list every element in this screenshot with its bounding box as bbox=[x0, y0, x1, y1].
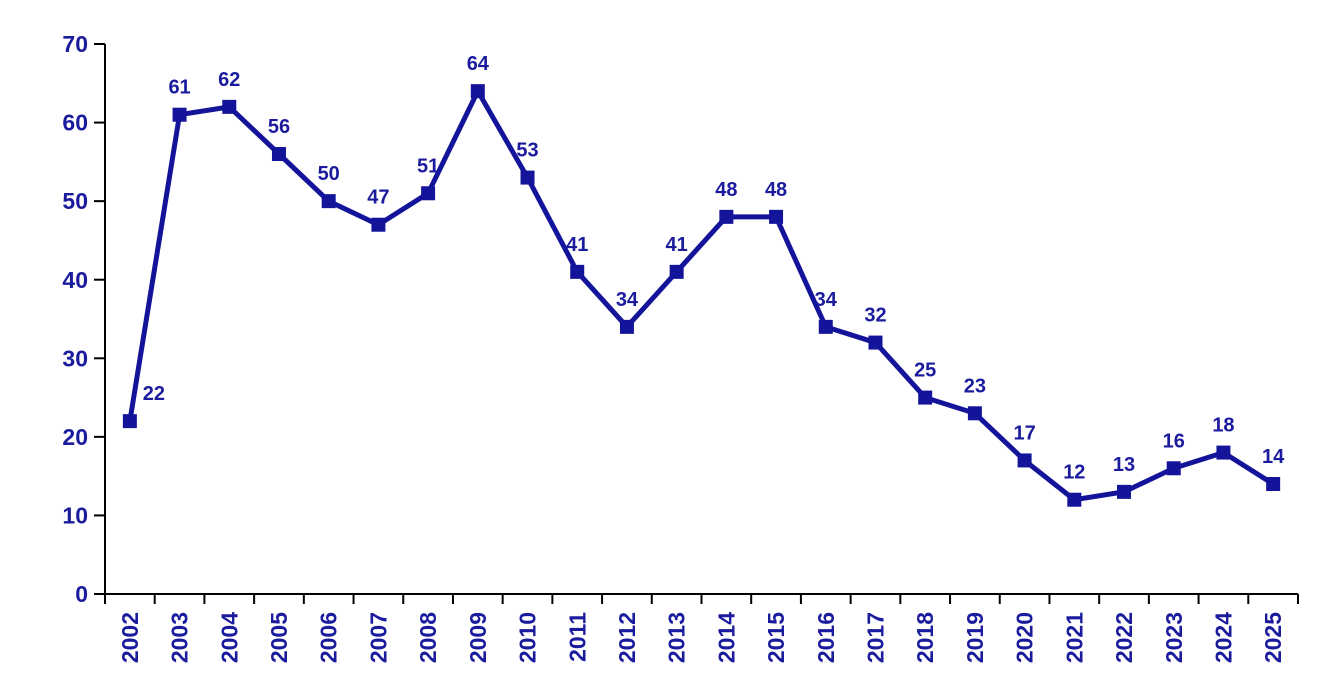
y-tick-label: 70 bbox=[62, 31, 88, 57]
data-point-marker bbox=[1166, 461, 1181, 476]
data-point-marker bbox=[918, 390, 933, 405]
x-tick-label: 2006 bbox=[316, 612, 342, 663]
x-tick-label: 2004 bbox=[216, 612, 242, 663]
x-tick-label: 2021 bbox=[1061, 612, 1087, 663]
data-point-marker bbox=[321, 194, 336, 209]
data-point-label: 62 bbox=[218, 69, 240, 91]
data-point-label: 16 bbox=[1163, 430, 1185, 452]
data-point-label: 48 bbox=[715, 179, 737, 201]
data-point-marker bbox=[818, 319, 833, 334]
data-point-label: 53 bbox=[516, 140, 538, 162]
data-point-label: 23 bbox=[964, 375, 986, 397]
data-point-marker bbox=[222, 99, 237, 114]
x-tick-label: 2018 bbox=[912, 612, 938, 663]
data-point-marker bbox=[520, 170, 535, 185]
data-point-label: 32 bbox=[864, 305, 886, 327]
x-tick-label: 2003 bbox=[167, 612, 193, 663]
y-tick-label: 0 bbox=[75, 581, 88, 607]
data-point-label: 41 bbox=[666, 234, 688, 256]
x-tick-label: 2014 bbox=[713, 612, 739, 663]
data-point-marker bbox=[371, 217, 386, 232]
y-tick-label: 50 bbox=[62, 188, 88, 214]
data-point-marker bbox=[719, 209, 734, 224]
y-tick-label: 10 bbox=[62, 502, 88, 528]
y-tick-label: 40 bbox=[62, 267, 88, 293]
x-tick-label: 2011 bbox=[564, 612, 590, 662]
data-point-label: 47 bbox=[367, 187, 389, 209]
x-tick-label: 2023 bbox=[1161, 612, 1187, 663]
data-point-label: 22 bbox=[143, 383, 165, 405]
data-point-marker bbox=[1117, 484, 1132, 499]
data-point-marker bbox=[769, 209, 784, 224]
data-point-label: 61 bbox=[168, 77, 190, 99]
data-point-marker bbox=[619, 319, 634, 334]
y-tick-label: 20 bbox=[62, 424, 88, 450]
data-point-marker bbox=[669, 264, 684, 279]
x-tick-label: 2015 bbox=[763, 612, 789, 663]
x-tick-label: 2009 bbox=[465, 612, 491, 663]
data-point-label: 25 bbox=[914, 360, 936, 382]
data-point-label: 34 bbox=[815, 289, 838, 311]
x-tick-label: 2013 bbox=[664, 612, 690, 663]
data-point-label: 34 bbox=[616, 289, 639, 311]
data-point-marker bbox=[122, 414, 137, 429]
x-tick-label: 2012 bbox=[614, 612, 640, 663]
x-tick-label: 2008 bbox=[415, 612, 441, 663]
data-point-marker bbox=[570, 264, 585, 279]
x-tick-label: 2019 bbox=[962, 612, 988, 663]
data-point-marker bbox=[1266, 477, 1281, 491]
x-tick-label: 2020 bbox=[1012, 612, 1038, 663]
data-point-marker bbox=[1216, 445, 1231, 460]
x-tick-label: 2007 bbox=[365, 612, 391, 663]
data-point-marker bbox=[868, 335, 883, 350]
data-point-label: 64 bbox=[467, 53, 490, 75]
x-tick-label: 2010 bbox=[515, 612, 541, 663]
data-point-label: 13 bbox=[1113, 454, 1135, 476]
y-tick-label: 60 bbox=[62, 110, 88, 136]
data-point-label: 18 bbox=[1212, 415, 1234, 437]
y-tick-label: 30 bbox=[62, 345, 88, 371]
data-point-marker bbox=[1067, 492, 1082, 507]
data-point-marker bbox=[967, 406, 982, 421]
data-point-label: 17 bbox=[1013, 422, 1035, 444]
data-point-label: 56 bbox=[268, 116, 290, 138]
series-line bbox=[127, 85, 1275, 503]
x-tick-label: 2016 bbox=[813, 612, 839, 663]
x-tick-label: 2025 bbox=[1260, 612, 1286, 663]
data-point-marker bbox=[470, 84, 485, 99]
x-tick-label: 2022 bbox=[1111, 612, 1137, 663]
data-point-label: 41 bbox=[566, 234, 588, 256]
x-tick-label: 2024 bbox=[1210, 612, 1236, 663]
data-point-marker bbox=[172, 107, 187, 122]
x-tick-label: 2017 bbox=[863, 612, 889, 663]
data-point-label: 14 bbox=[1262, 446, 1285, 468]
x-tick-label: 2002 bbox=[117, 612, 143, 663]
data-point-label: 12 bbox=[1063, 462, 1085, 484]
data-point-marker bbox=[1017, 453, 1032, 468]
x-tick-label: 2005 bbox=[266, 612, 292, 663]
data-point-label: 51 bbox=[417, 155, 439, 177]
data-point-marker bbox=[421, 186, 436, 201]
data-point-label: 48 bbox=[765, 179, 787, 201]
data-point-marker bbox=[271, 147, 286, 161]
data-point-label: 50 bbox=[318, 163, 340, 185]
